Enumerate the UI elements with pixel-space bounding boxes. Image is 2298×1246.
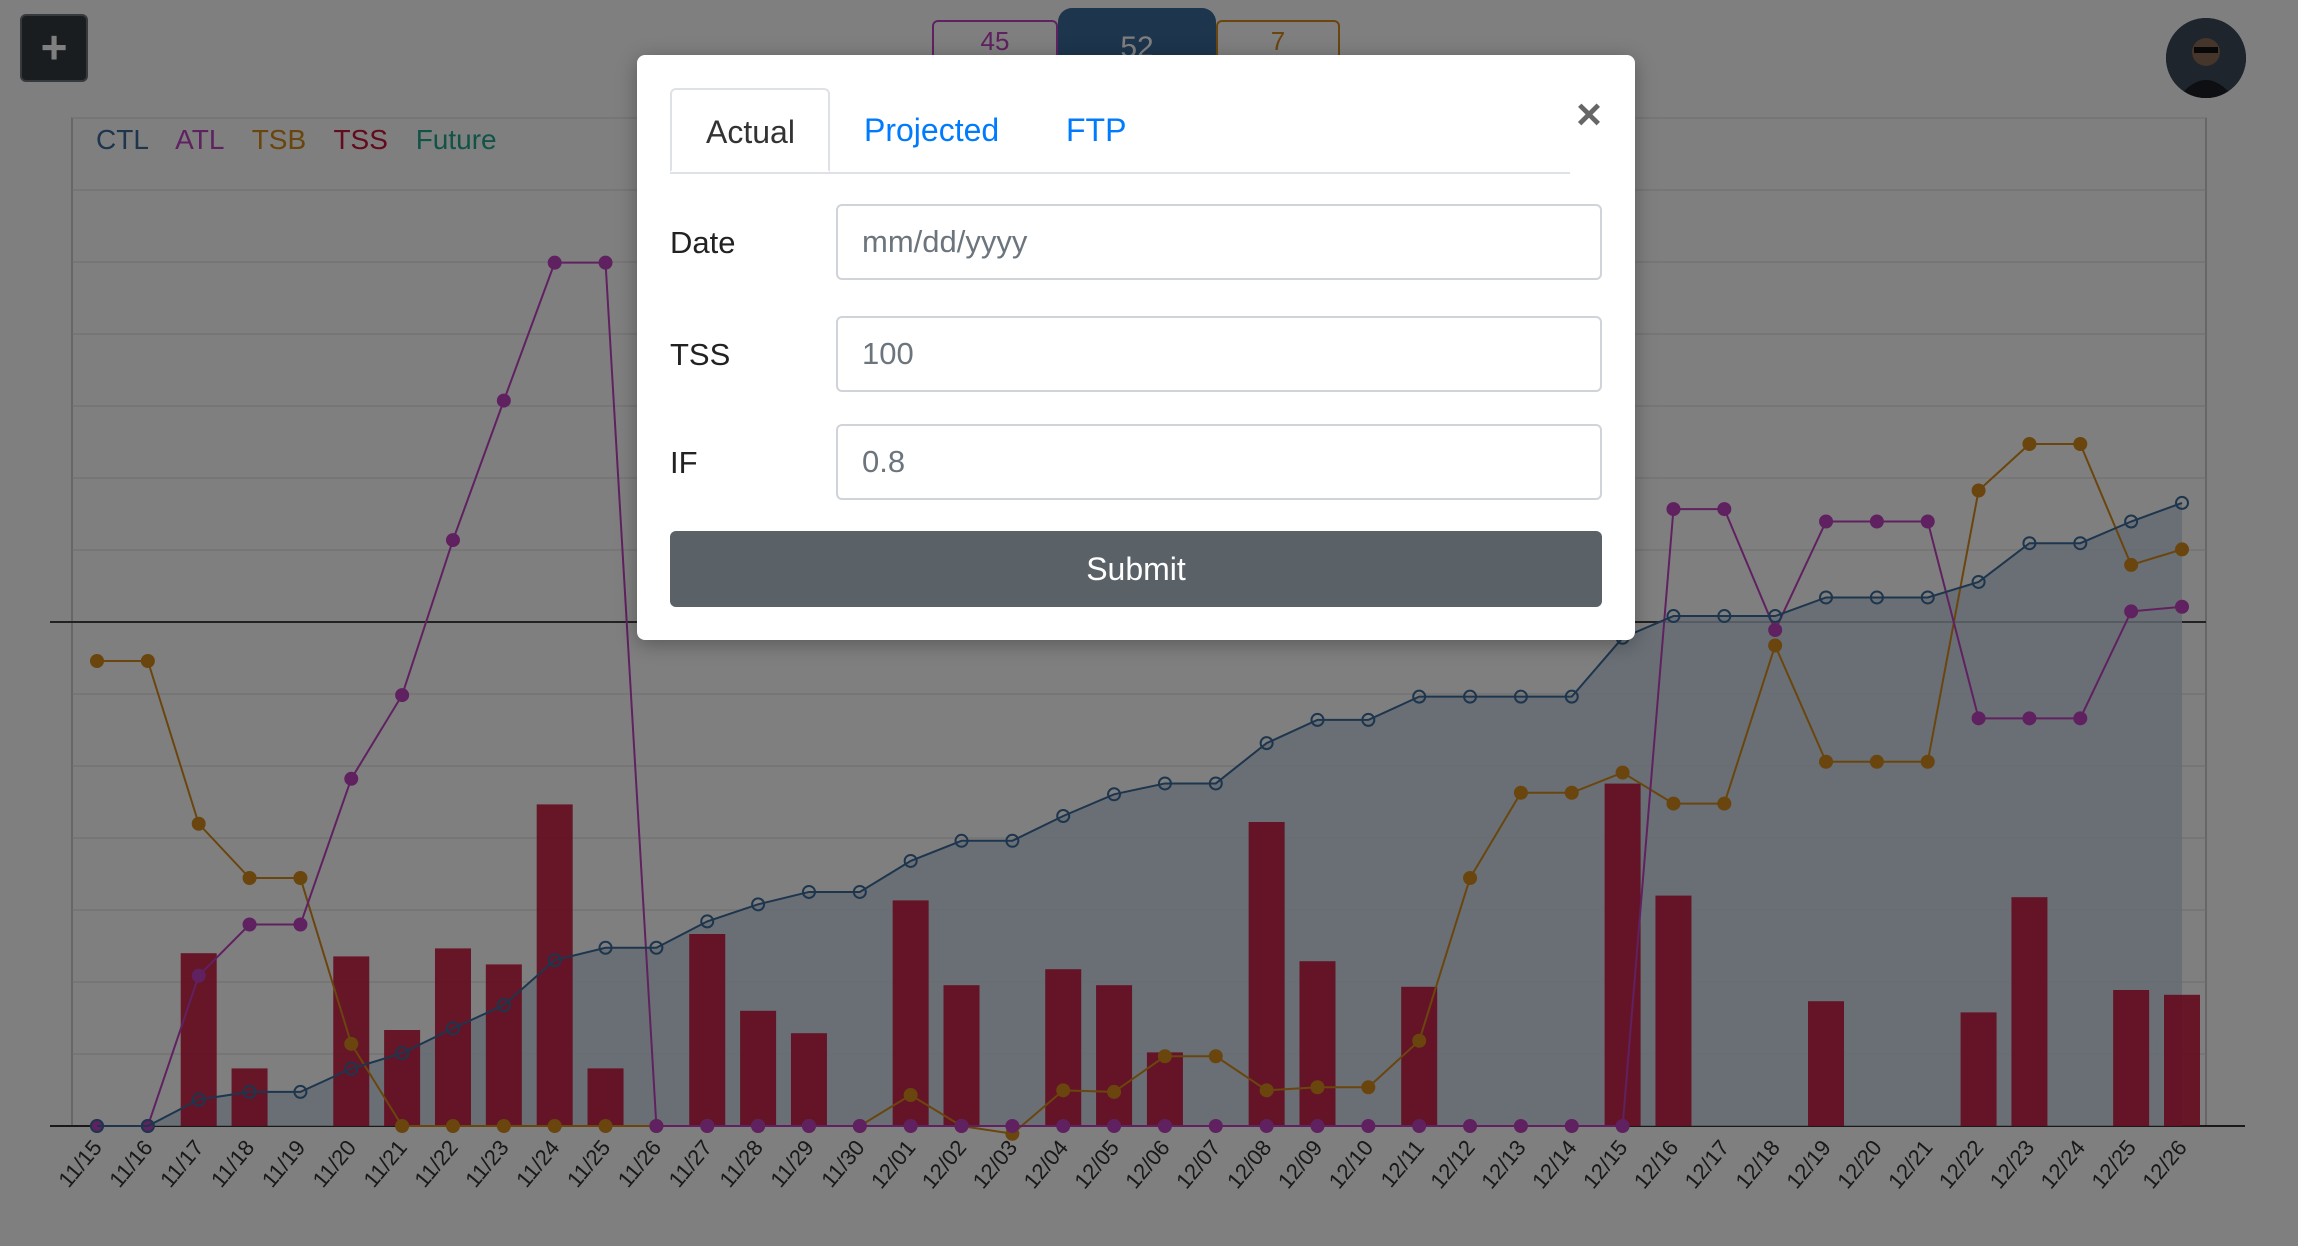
tss-input[interactable]: 100 [836, 316, 1602, 392]
tab-ftp[interactable]: FTP [1066, 112, 1127, 148]
date-input[interactable]: mm/dd/yyyy [836, 204, 1602, 280]
modal-tabs: Actual Projected FTP [670, 88, 1570, 174]
if-input[interactable]: 0.8 [836, 424, 1602, 500]
tab-projected[interactable]: Projected [864, 112, 1000, 148]
submit-button[interactable]: Submit [670, 531, 1602, 607]
close-icon[interactable]: × [1576, 90, 1602, 139]
add-workout-modal: Actual Projected FTP × Date mm/dd/yyyy T… [637, 55, 1635, 640]
if-label: IF [670, 445, 698, 480]
tss-label: TSS [670, 337, 731, 372]
date-label: Date [670, 225, 736, 260]
tab-actual[interactable]: Actual [670, 88, 830, 172]
